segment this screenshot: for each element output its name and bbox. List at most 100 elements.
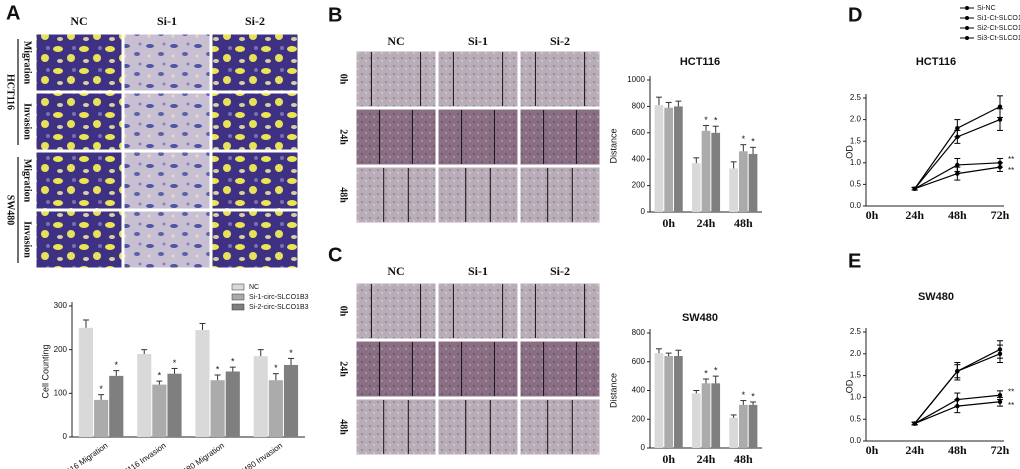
point — [955, 134, 960, 140]
micrograph — [519, 108, 601, 166]
micrograph — [437, 340, 519, 398]
error-bar — [665, 101, 672, 108]
y-tick-label: 2.5 — [850, 93, 862, 102]
micrograph — [519, 398, 601, 456]
micrograph — [211, 151, 299, 210]
error-bar — [665, 352, 672, 356]
y-tick-label: 0.5 — [850, 180, 862, 189]
y-tick-label: 0 — [641, 207, 646, 216]
group-label: HCT116 — [5, 74, 16, 110]
row-label: 0h — [338, 306, 349, 317]
point — [997, 164, 1003, 170]
chart-title: SW480 — [918, 291, 954, 303]
chart-title: HCT116 — [680, 56, 720, 68]
bar — [729, 168, 738, 212]
significance-mark: * — [704, 368, 708, 378]
micrograph — [35, 151, 123, 210]
group-label: SW480 — [5, 195, 16, 226]
bar — [283, 364, 299, 437]
bar — [654, 105, 664, 212]
bar — [654, 353, 664, 448]
legend-marker — [965, 16, 969, 20]
bar — [701, 130, 711, 212]
micrograph — [437, 108, 519, 166]
micrograph — [355, 50, 437, 108]
point — [997, 399, 1003, 404]
significance-mark: ** — [1008, 401, 1014, 410]
point — [912, 421, 917, 426]
point — [955, 403, 960, 409]
y-tick-label: 200 — [632, 181, 646, 190]
legend-marker — [965, 26, 969, 30]
row-label: Invasion — [22, 103, 33, 140]
column-header: NC — [387, 264, 404, 278]
micrograph — [519, 166, 601, 224]
y-tick-label: 0.0 — [850, 201, 862, 210]
x-tick-label: 0h — [662, 452, 675, 466]
y-tick-label: 300 — [54, 301, 68, 310]
y-axis-label: OD — [844, 379, 854, 393]
error-bar — [693, 157, 700, 164]
significance-mark: * — [742, 134, 746, 144]
row-label: 48h — [338, 187, 349, 203]
x-tick-label: 24h — [697, 216, 716, 230]
micrograph — [437, 398, 519, 456]
error-bar — [272, 373, 279, 381]
x-tick-label: 24h — [905, 443, 924, 457]
bar — [711, 383, 721, 448]
column-header: Si-1 — [468, 34, 488, 48]
significance-mark: * — [289, 348, 293, 358]
significance-mark: * — [115, 360, 119, 370]
legend-marker — [965, 36, 969, 40]
x-tick-label: 0h — [662, 216, 675, 230]
bar — [738, 151, 748, 212]
y-tick-label: 0.5 — [850, 414, 862, 423]
error-bar — [712, 375, 719, 384]
micrograph — [211, 33, 299, 92]
legend-label: NC — [249, 284, 259, 291]
micrograph — [211, 210, 299, 269]
error-bar — [740, 144, 747, 152]
significance-mark: * — [216, 364, 220, 374]
x-tick-label: 72h — [991, 208, 1010, 222]
error-bar — [171, 367, 178, 374]
micrograph — [211, 92, 299, 151]
x-tick-label: SW480 Invasion — [231, 441, 284, 469]
significance-mark: * — [158, 370, 162, 380]
micrograph — [123, 210, 211, 269]
y-axis-label: Cell Counting — [40, 344, 50, 398]
significance-mark: ** — [1008, 166, 1014, 175]
bar — [664, 107, 674, 212]
bar — [210, 380, 225, 437]
column-header: NC — [70, 14, 87, 28]
error-bar — [113, 370, 120, 376]
row-label: Migration — [22, 41, 33, 85]
error-bar — [750, 401, 757, 405]
significance-mark: * — [704, 115, 708, 125]
x-tick-label: 24h — [905, 208, 924, 222]
bar — [674, 106, 683, 212]
row-label: 0h — [338, 74, 349, 85]
error-bar — [712, 125, 719, 133]
x-tick-label: HSW480 Migration — [166, 441, 226, 469]
bar — [748, 404, 758, 448]
bar — [748, 153, 758, 212]
significance-mark: * — [99, 384, 103, 394]
y-tick-label: 1.0 — [850, 158, 862, 167]
error-bar — [693, 390, 700, 394]
y-tick-label: 200 — [632, 414, 646, 423]
y-tick-label: 400 — [632, 154, 646, 163]
error-bar — [730, 414, 737, 418]
error-bar — [655, 348, 662, 354]
row-label: 48h — [338, 419, 349, 435]
significance-mark: ** — [1008, 155, 1014, 164]
bar — [94, 399, 109, 437]
micrograph — [123, 92, 211, 151]
micrograph — [35, 92, 123, 151]
error-bar — [214, 374, 221, 381]
error-bar — [750, 146, 757, 154]
panel-label: D — [848, 4, 862, 26]
row-label: 24h — [338, 361, 349, 377]
column-header: Si-2 — [550, 264, 570, 278]
